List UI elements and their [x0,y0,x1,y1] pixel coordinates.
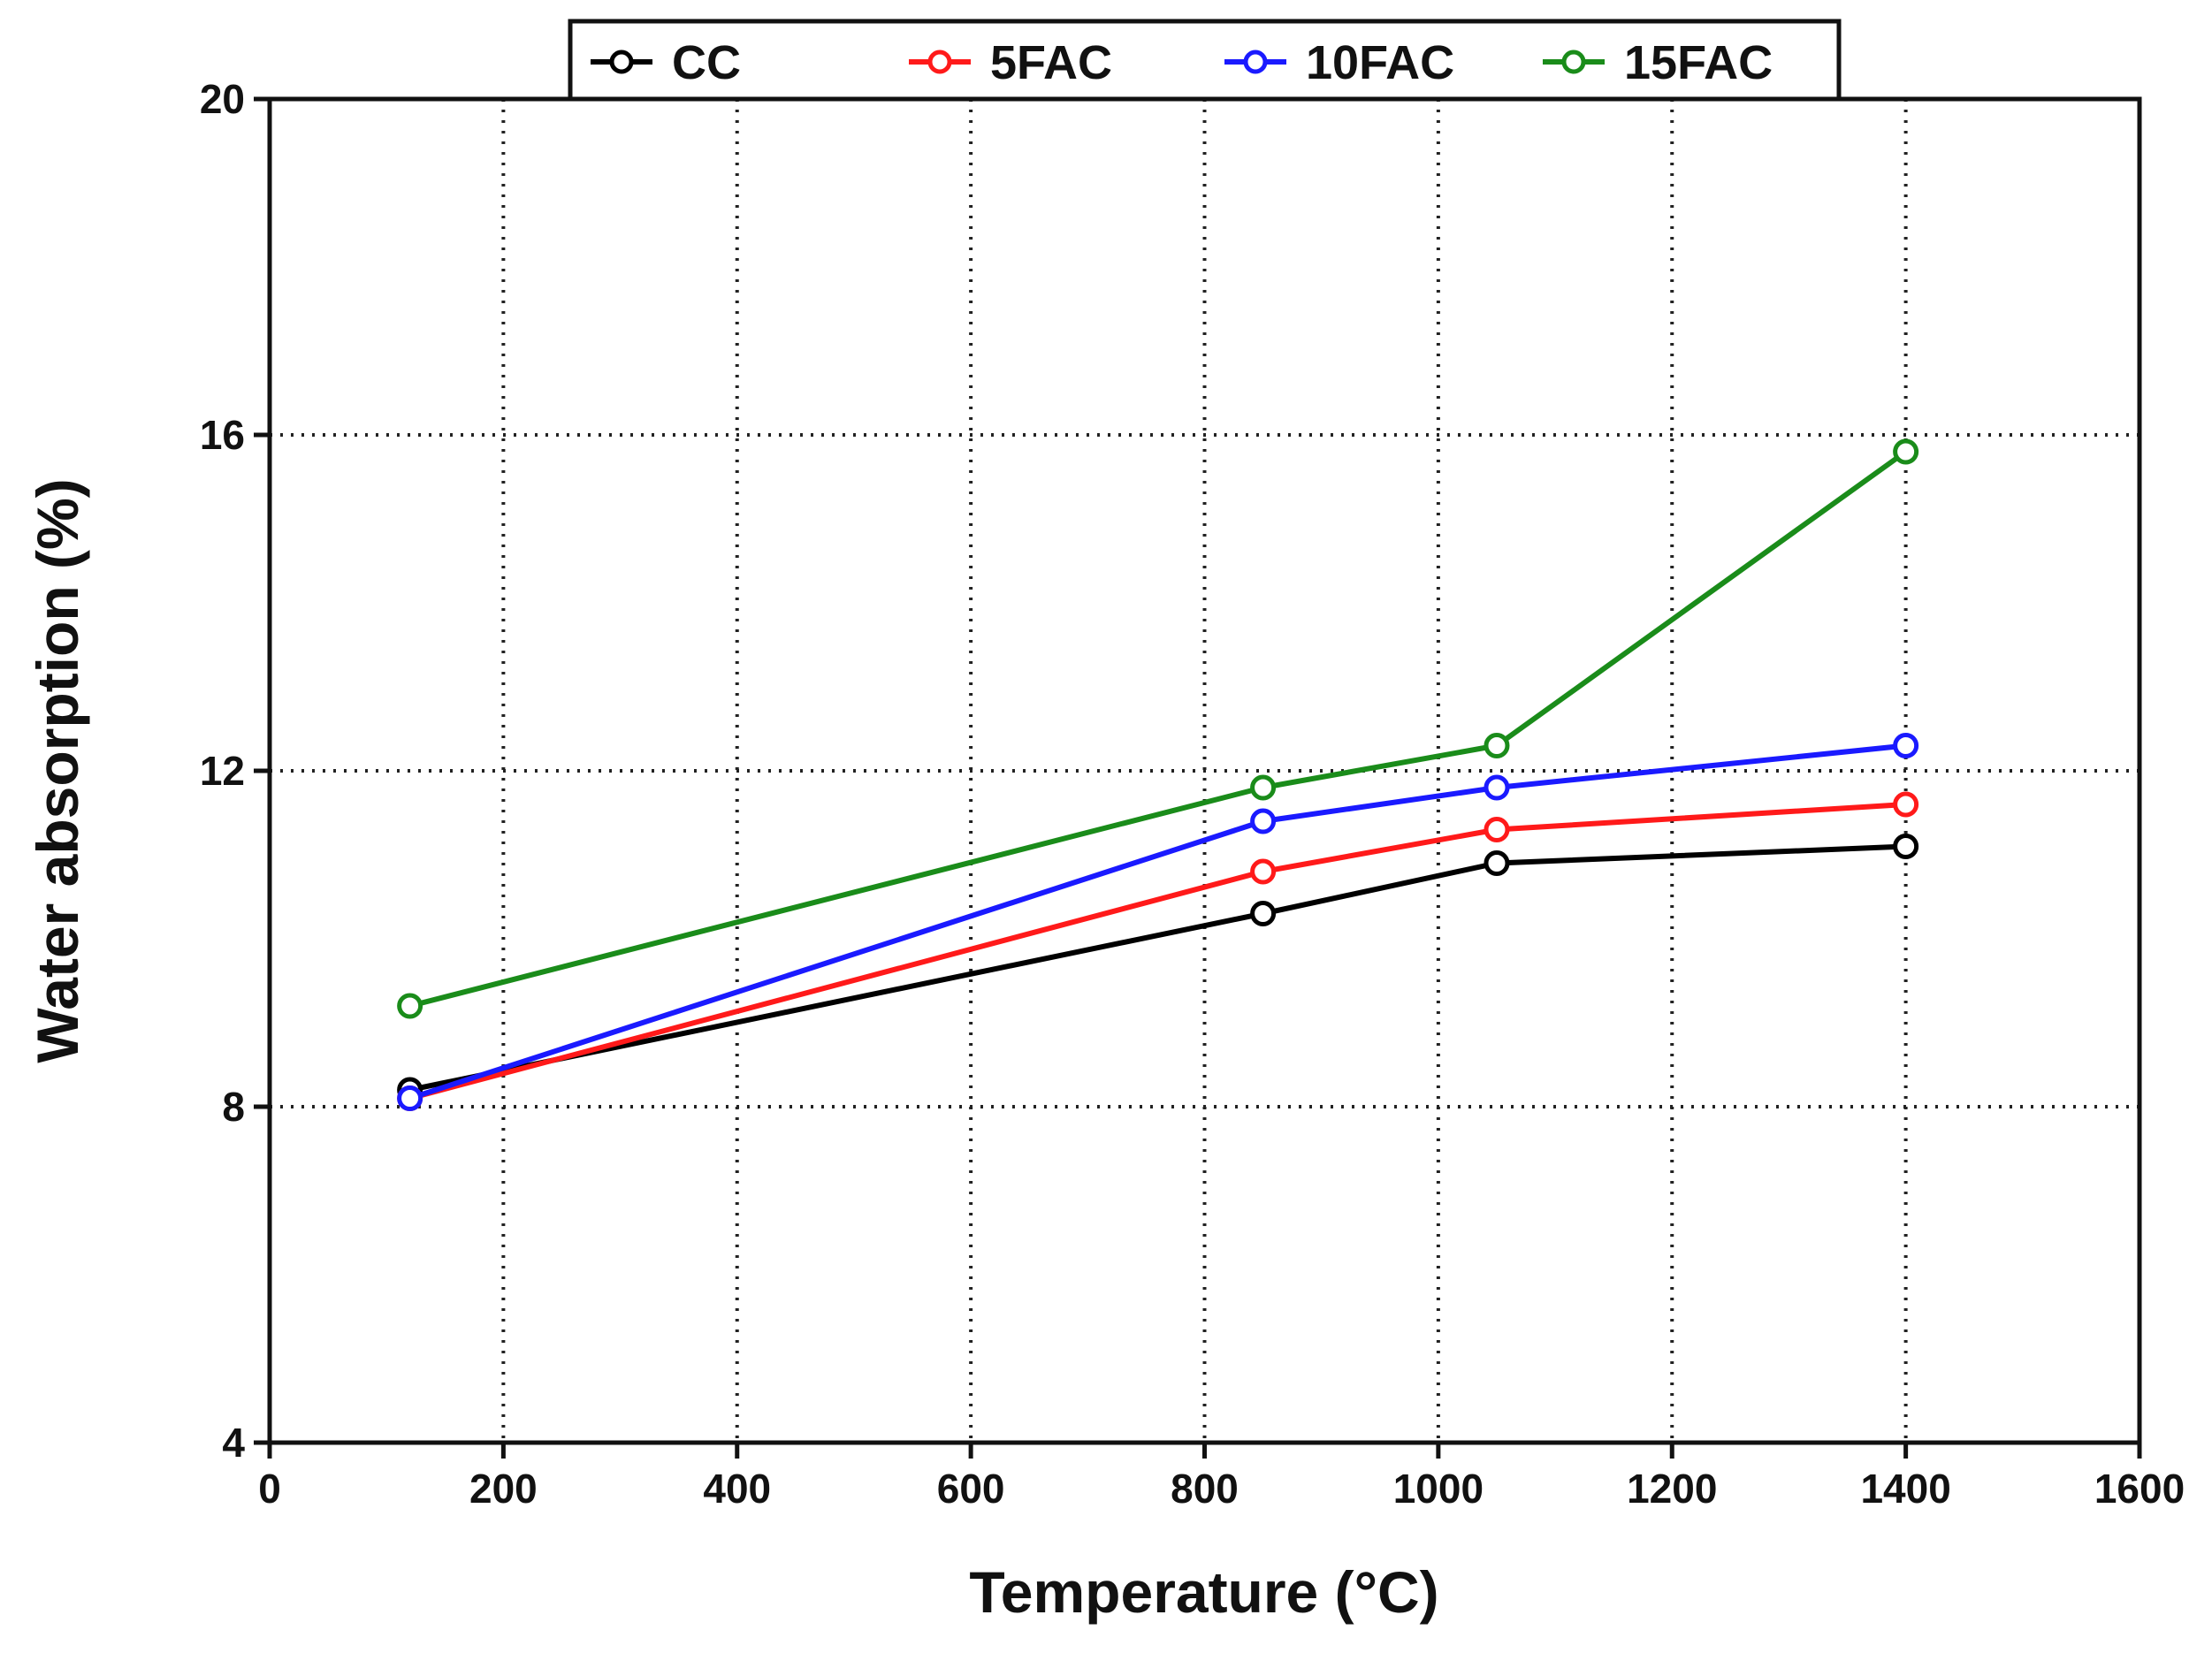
series-15fac [397,438,1919,1019]
legend-box [568,19,1842,102]
x-tick-label: 1400 [1860,1466,1950,1512]
legend-item-cc: CC [591,36,741,89]
data-point-15fac [1484,733,1510,758]
legend-marker-15fac [1561,50,1586,74]
y-tick-label: 8 [222,1084,245,1130]
series-line-10fac [408,743,1906,1101]
legend-marker-cc [609,50,634,74]
x-tick-label: 0 [258,1466,281,1512]
series-line-15fac [408,449,1908,1009]
series-line-5fac [408,802,1906,1101]
legend: CC 5FAC 10FAC 15FAC [568,19,1842,102]
legend-label-cc: CC [672,36,741,89]
data-point-10fac [397,1085,423,1111]
series-10fac [397,733,1919,1111]
data-point-10fac [1250,808,1277,834]
data-point-15fac [1893,438,1919,465]
legend-marker-5fac [927,50,952,74]
legend-label-10fac: 10FAC [1306,36,1454,89]
data-point-5fac [1484,817,1510,842]
x-tick-label: 600 [937,1466,1005,1512]
legend-item-5fac: 5FAC [909,36,1112,89]
y-tick-label: 16 [200,412,245,458]
data-point-cc [1893,834,1919,859]
x-axis-title: Temperature (°C) [969,1559,1438,1625]
y-tick-label: 20 [200,76,245,122]
data-point-10fac [1484,774,1510,801]
data-point-15fac [1250,774,1277,801]
grid-layer [270,99,2140,1443]
x-tick-label: 400 [703,1466,771,1512]
x-tick-label: 1200 [1627,1466,1717,1512]
data-point-5fac [1250,858,1277,885]
x-tick-label: 800 [1171,1466,1239,1512]
legend-label-5fac: 5FAC [990,36,1112,89]
data-point-10fac [1893,733,1919,758]
data-point-15fac [397,993,423,1019]
data-point-5fac [1893,791,1919,818]
x-tick-label: 200 [469,1466,538,1512]
series-layer [397,438,1919,1111]
tick-layer: 0 200 400 600 800 1000 1200 1400 1600 4 8 12 16 20 [200,76,2185,1512]
y-axis-title: Water absorption (%) [25,478,90,1063]
series-line-cc [409,843,1906,1093]
series-cc [397,834,1919,1103]
y-tick-label: 12 [200,748,245,794]
legend-item-10fac: 10FAC [1224,36,1454,89]
legend-item-15fac: 15FAC [1543,36,1773,89]
x-tick-label: 1600 [2094,1466,2185,1512]
y-tick-label: 4 [222,1420,245,1466]
legend-label-15fac: 15FAC [1624,36,1773,89]
legend-marker-10fac [1243,50,1268,74]
x-tick-label: 1000 [1393,1466,1484,1512]
data-point-cc [1250,901,1277,926]
data-point-cc [1484,850,1510,876]
